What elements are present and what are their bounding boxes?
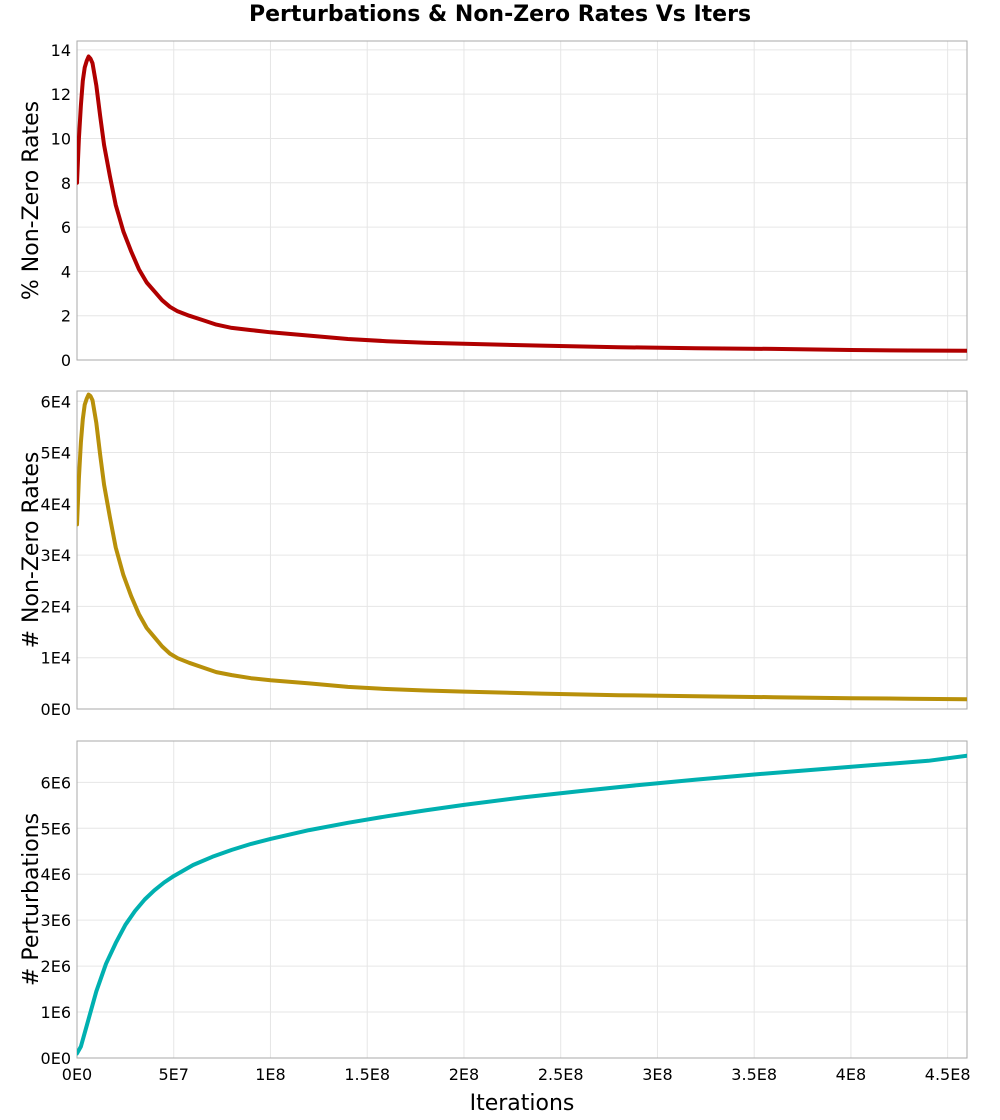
y-tick-label: 4E4 bbox=[41, 495, 71, 514]
x-tick-label: 1E8 bbox=[255, 1065, 285, 1084]
y-axis-label: % Non-Zero Rates bbox=[19, 101, 44, 300]
y-tick-label: 3E6 bbox=[41, 911, 71, 930]
y-tick-label: 0 bbox=[61, 351, 71, 370]
x-tick-label: 2.5E8 bbox=[538, 1065, 584, 1084]
x-tick-label: 4.5E8 bbox=[925, 1065, 971, 1084]
x-tick-label: 0E0 bbox=[62, 1065, 92, 1084]
y-tick-label: 5E4 bbox=[41, 444, 71, 463]
plot-frame bbox=[76, 740, 968, 1059]
y-tick-label: 4E6 bbox=[41, 865, 71, 884]
x-tick-label: 2E8 bbox=[449, 1065, 479, 1084]
y-tick-label: 5E6 bbox=[41, 819, 71, 838]
y-axis-label: # Non-Zero Rates bbox=[19, 452, 44, 649]
y-tick-label: 1E6 bbox=[41, 1003, 71, 1022]
y-tick-label: 2E4 bbox=[41, 597, 71, 616]
panel-2: 0E0 1E4 2E4 3E4 4E4 5E4 6E4 # Non-Zero Rates bbox=[19, 390, 968, 719]
series-line bbox=[77, 54, 967, 353]
y-tick-label: 14 bbox=[51, 41, 71, 60]
y-tick-label: 4 bbox=[61, 262, 71, 281]
y-tick-label: 10 bbox=[51, 129, 71, 148]
y-tick-label: 2E6 bbox=[41, 957, 71, 976]
chart-title: Perturbations & Non-Zero Rates Vs Iters bbox=[248, 2, 752, 27]
y-tick-label: 0E0 bbox=[41, 1049, 71, 1068]
x-tick-label: 3.5E8 bbox=[731, 1065, 777, 1084]
plot-frame bbox=[76, 390, 968, 710]
y-tick-label: 1E4 bbox=[41, 649, 71, 668]
x-tick-label: 1.5E8 bbox=[344, 1065, 390, 1084]
series-line bbox=[77, 753, 967, 1056]
y-tick-label: 6E4 bbox=[41, 392, 71, 411]
y-tick-label: 2 bbox=[61, 307, 71, 326]
y-tick-label: 6E6 bbox=[41, 773, 71, 792]
series-line bbox=[77, 392, 967, 702]
x-tick-label: 4E8 bbox=[836, 1065, 866, 1084]
x-tick-label: 5E7 bbox=[159, 1065, 189, 1084]
panel-3: 0E0 1E6 2E6 3E6 4E6 5E6 6E6 # Perturbations bbox=[19, 740, 968, 1068]
y-axis-label: # Perturbations bbox=[19, 813, 44, 986]
y-tick-label: 3E4 bbox=[41, 546, 71, 565]
y-tick-label: 6 bbox=[61, 218, 71, 237]
y-tick-label: 0E0 bbox=[41, 700, 71, 719]
x-tick-label: 3E8 bbox=[642, 1065, 672, 1084]
plot-frame bbox=[76, 40, 968, 361]
x-axis-label: Iterations bbox=[470, 1091, 575, 1116]
y-tick-label: 8 bbox=[61, 174, 71, 193]
panel-1: 0 2 4 6 8 10 12 14 % Non-Zero Rates bbox=[19, 40, 968, 370]
y-tick-label: 12 bbox=[51, 85, 71, 104]
